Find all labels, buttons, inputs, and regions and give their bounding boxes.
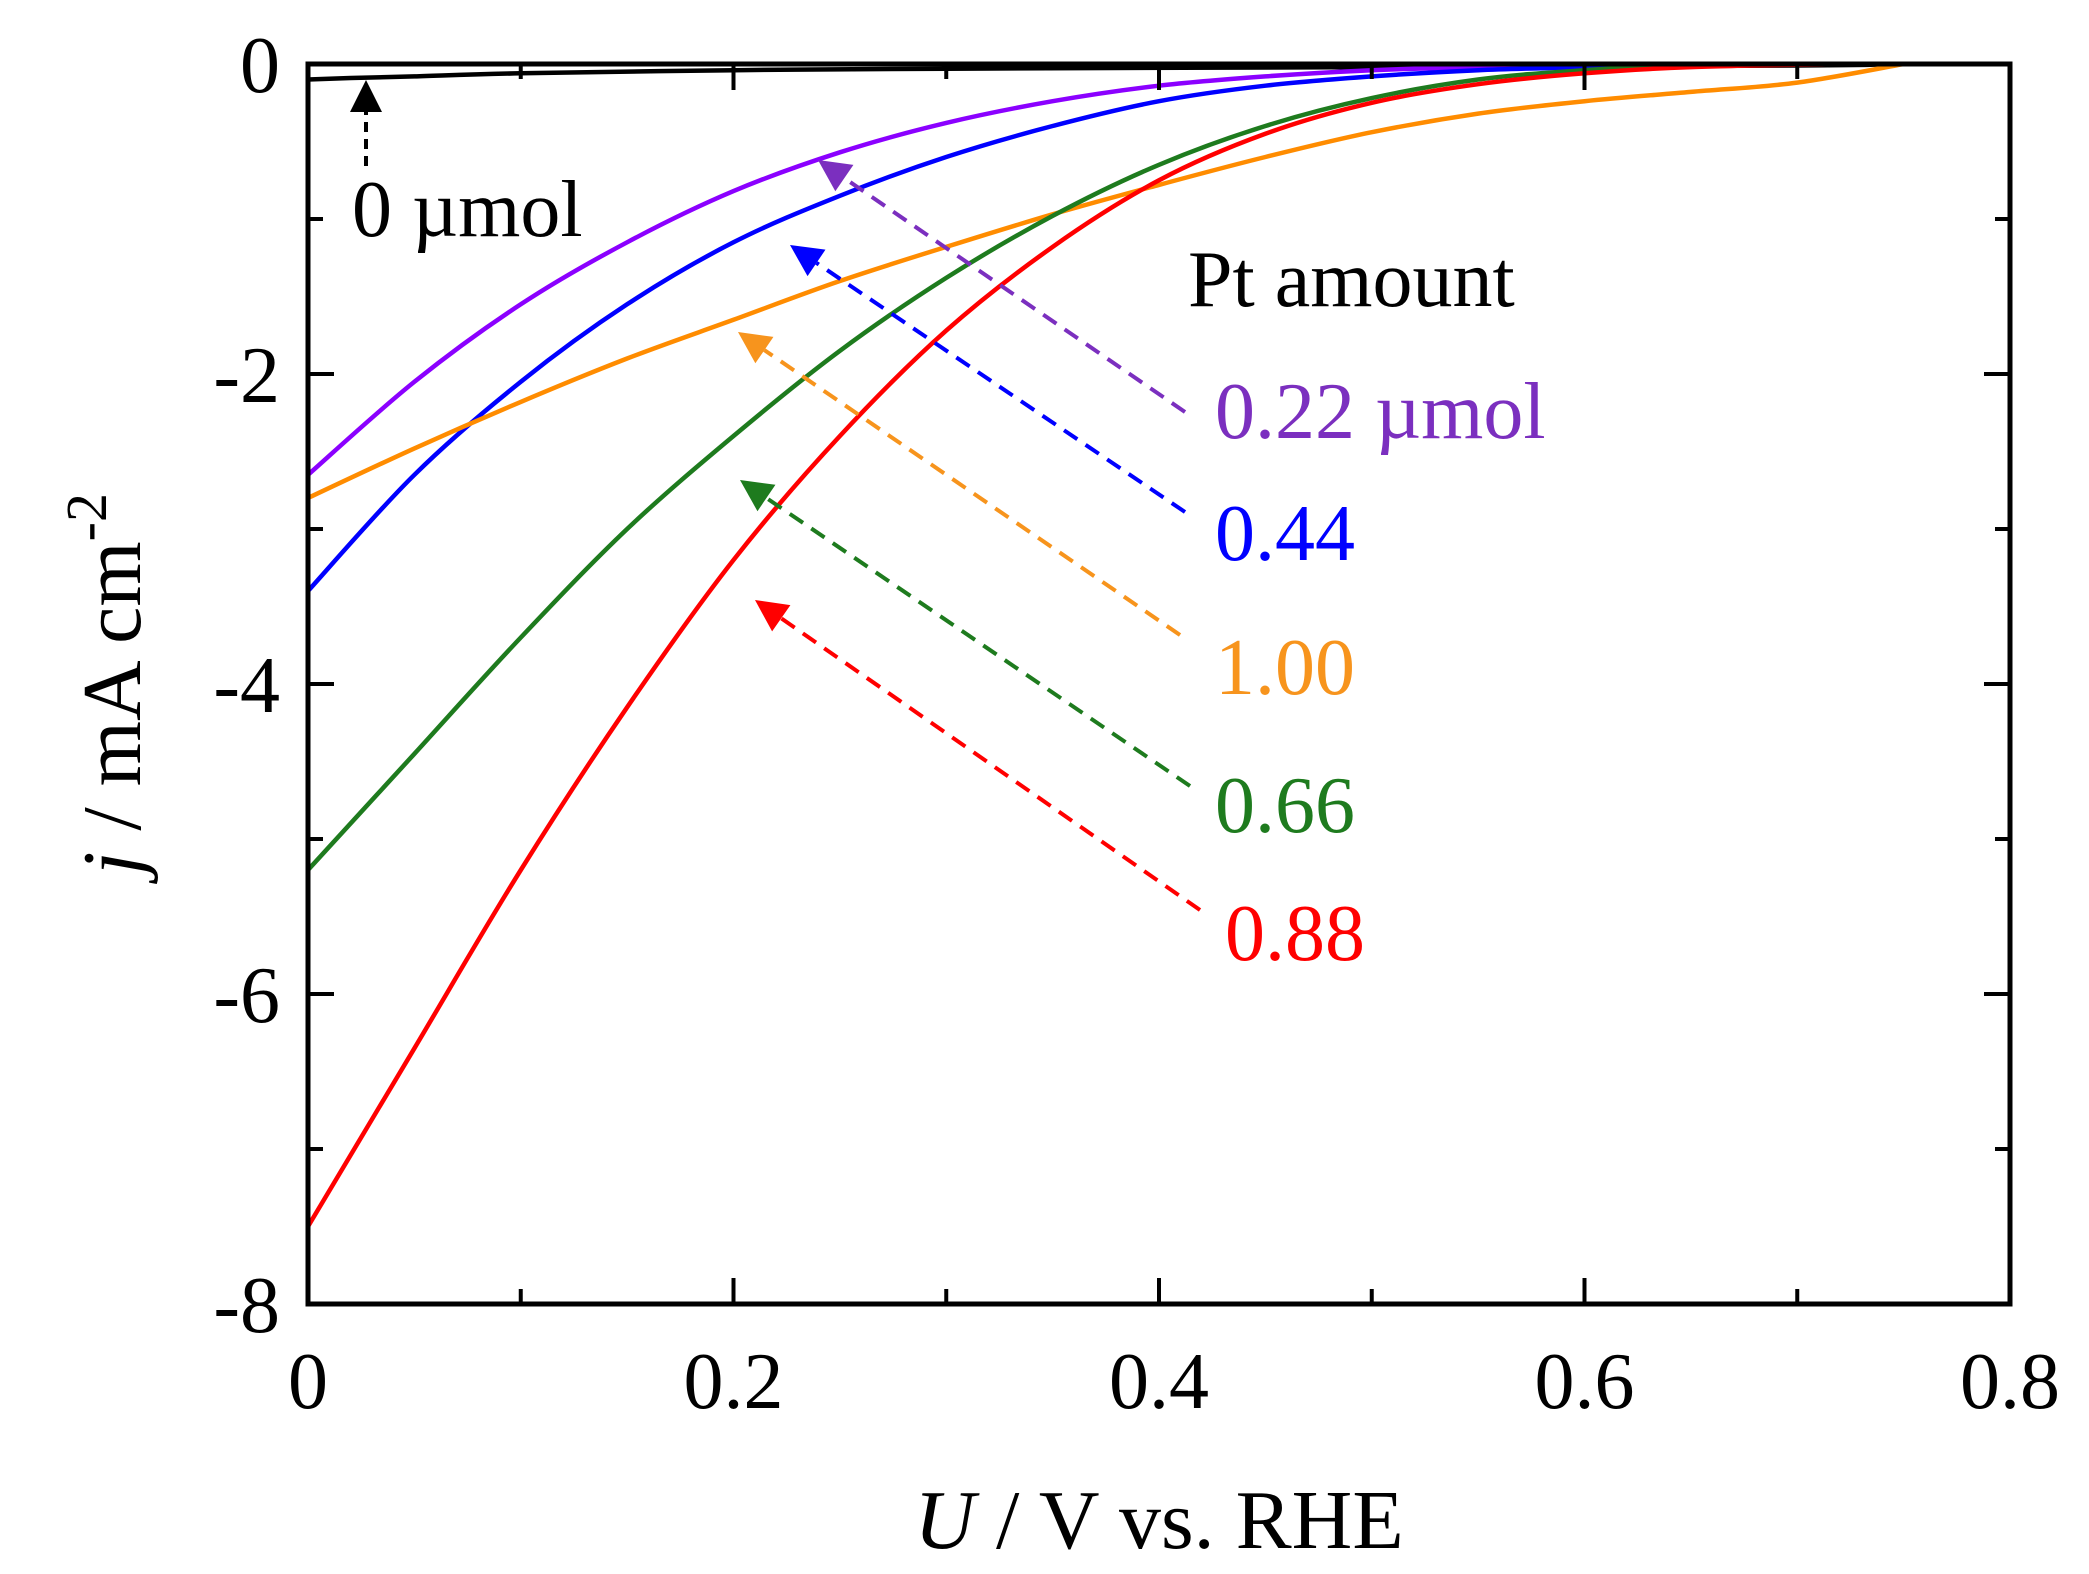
x-tick-label: 0.2	[684, 1338, 784, 1426]
legend-title: Pt amount	[1188, 236, 1515, 324]
label-0.88: 0.88	[1225, 890, 1365, 978]
label-0.44: 0.44	[1215, 490, 1355, 578]
annotation-dashed-line	[763, 348, 1182, 637]
annotation-arrows	[350, 80, 1202, 912]
annotation-dashed-line	[815, 261, 1187, 514]
label-0.22umol: 0.22 µmol	[1215, 368, 1546, 456]
axis-ticks	[306, 62, 2012, 1306]
y-tick-label: -4	[213, 642, 280, 730]
x-tick-label: 0.6	[1535, 1338, 1635, 1426]
series-line	[308, 64, 1840, 1228]
label-1.00: 1.00	[1215, 624, 1355, 712]
annotation-arrowhead	[738, 332, 774, 364]
annotation-arrowhead	[755, 600, 791, 632]
label-0.66: 0.66	[1215, 762, 1355, 850]
series-line	[308, 64, 1904, 501]
y-tick-label: 0	[240, 22, 280, 110]
y-axis-label: j / mA cm-2	[54, 493, 159, 884]
y-tick-label: -2	[213, 332, 280, 420]
x-tick-label: 0.8	[1960, 1338, 2060, 1426]
series-line	[308, 64, 1649, 477]
annotation-arrowhead	[790, 245, 826, 277]
series-labels: 0 µmol 0.22 µmol 0.44 1.00 0.66 0.88	[352, 166, 1546, 978]
x-tick-label: 0	[288, 1338, 328, 1426]
annotation-arrowhead	[818, 160, 854, 192]
x-tick-label: 0.4	[1109, 1338, 1209, 1426]
annotation-dashed-line	[765, 496, 1192, 788]
label-0umol: 0 µmol	[352, 166, 583, 254]
annotation-arrowhead	[350, 80, 382, 112]
series-line	[308, 64, 1691, 593]
y-tick-label: -6	[213, 952, 280, 1040]
tick-labels: 0 0.2 0.4 0.6 0.8 0 -2 -4 -6 -8	[213, 22, 2060, 1426]
annotation-dashed-line	[780, 616, 1202, 912]
annotation-dashed-line	[843, 176, 1187, 414]
series-line	[308, 64, 1713, 872]
y-tick-label: -8	[213, 1262, 280, 1350]
annotation-arrowhead	[740, 480, 776, 512]
series-curves	[308, 64, 1904, 1228]
x-axis-label: U / V vs. RHE	[914, 1474, 1403, 1567]
